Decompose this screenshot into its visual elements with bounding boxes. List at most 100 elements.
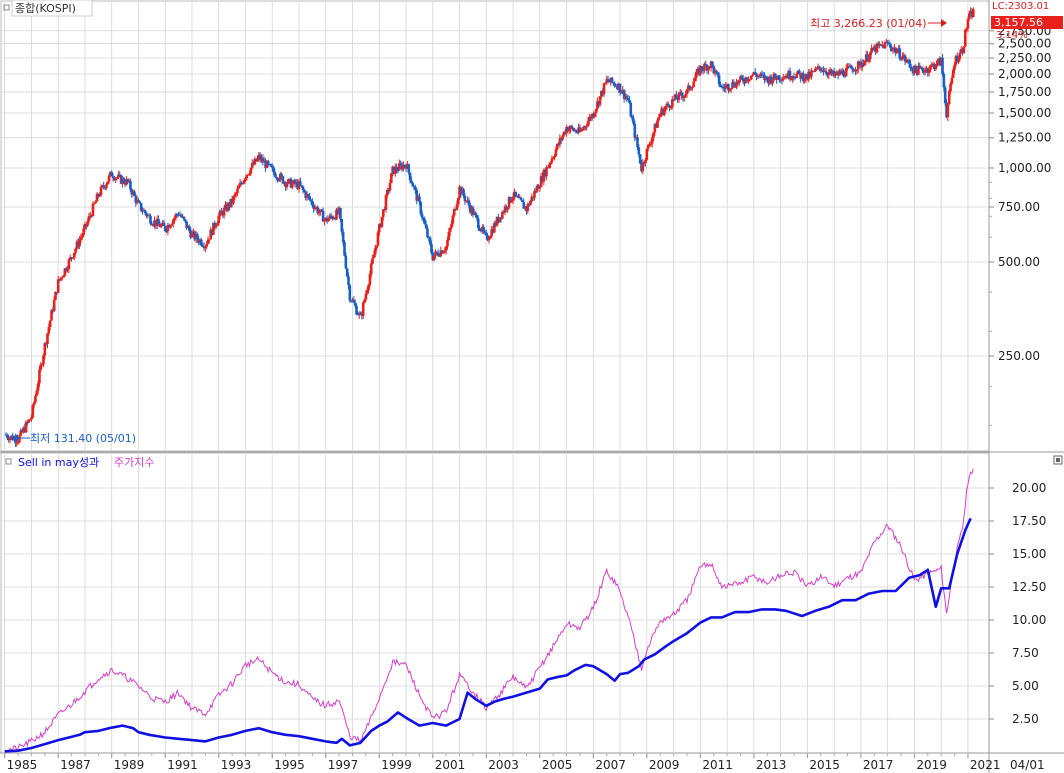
candle-body [395,166,398,171]
candle-body [285,183,289,188]
candle-body [115,177,119,179]
candle-body [575,132,579,134]
low-annotation: 최저 131.40 (05/01) [30,432,136,445]
candle-body [230,198,234,204]
candle-body [90,215,93,217]
candle-body [149,215,152,224]
candle-body [670,99,674,108]
candle-body [894,47,897,54]
candle-body [546,167,550,169]
candle-body [483,231,487,233]
candle-body [876,43,880,46]
candle-body [522,202,526,209]
candle-body [359,313,362,315]
candle-body [418,196,421,202]
candle-body [442,251,445,254]
candle-body [573,130,576,132]
candle-body [909,63,912,69]
candle-body [890,47,893,51]
candle-body [454,209,457,211]
candle-body [951,69,955,78]
candle-body [862,63,865,66]
candle-body [763,75,766,81]
candle-body [221,211,225,216]
candle-body [609,77,613,83]
candle-body [97,193,100,196]
candle-body [309,199,313,201]
candle-body [340,219,344,232]
last-price: 3,157.56 [994,16,1043,29]
candle-body [478,228,481,231]
candle-body [965,28,968,30]
candle-body [773,73,777,78]
candle-body [301,186,305,190]
candle-body [910,68,914,70]
candle-body [241,183,245,185]
candle-body [127,180,131,182]
candle-body [246,174,250,176]
candle-body [565,127,568,134]
candle-body [261,157,265,163]
candle-body [79,237,83,240]
candle-body [537,185,540,189]
candle-body [554,149,558,156]
candle-body [668,105,671,108]
candle-body [628,99,631,103]
candle-body [355,305,358,315]
candle-body [608,81,611,83]
candle-body [656,120,659,128]
legend-index: 주가지수 [114,456,154,469]
candle-body [696,68,699,72]
candle-body [398,163,401,171]
candle-body [54,291,57,300]
candle-body [535,185,539,192]
bottom-y-tick-label: 15.00 [1012,547,1046,561]
candle-body [315,207,318,209]
candle-body [183,219,187,222]
top-y-tick-label: 1,500.00 [998,106,1051,120]
candle-body [941,57,944,75]
candle-body [43,343,47,356]
candle-body [220,210,223,212]
candle-body [27,419,31,423]
candle-body [236,188,239,194]
candle-body [424,224,428,229]
x-tick-label: 1987 [60,758,91,772]
candle-body [225,204,229,211]
bottom-y-tick-label: 7.50 [1012,646,1039,660]
candle-body [731,82,734,89]
candle-body [143,210,147,214]
candle-body [428,237,432,244]
candle-body [55,291,59,293]
candle-body [464,200,468,202]
candle-body [485,232,488,236]
candle-body [915,70,919,75]
low-arrow-icon [12,434,18,442]
candle-body [783,77,786,79]
candle-body [895,51,899,54]
candle-body [672,99,675,101]
high-annotation: 최고 3,266.23 (01/04) [810,17,927,30]
candle-body [624,96,627,99]
candle-body [432,255,436,261]
candle-body [840,70,844,74]
candle-body [438,255,441,257]
top-y-axis: 250.00 500.00 750.00 1,000.00 1,250.00 1,500.… [989,24,1051,426]
candle-body [860,63,864,68]
candle-body [182,216,186,220]
candle-body [482,226,485,232]
candle-body [320,209,324,211]
candle-body [123,182,127,185]
candle-body [470,207,473,213]
x-tick-label: 2017 [863,758,894,772]
candle-body [106,181,109,185]
candle-body [480,226,484,232]
candle-body [10,435,13,438]
candle-body [59,277,63,280]
candle-body [202,246,206,249]
candle-body [885,42,888,44]
candle-body [701,69,705,71]
candle-body [388,182,392,191]
candle-body [245,174,249,179]
candle-body [720,86,724,88]
